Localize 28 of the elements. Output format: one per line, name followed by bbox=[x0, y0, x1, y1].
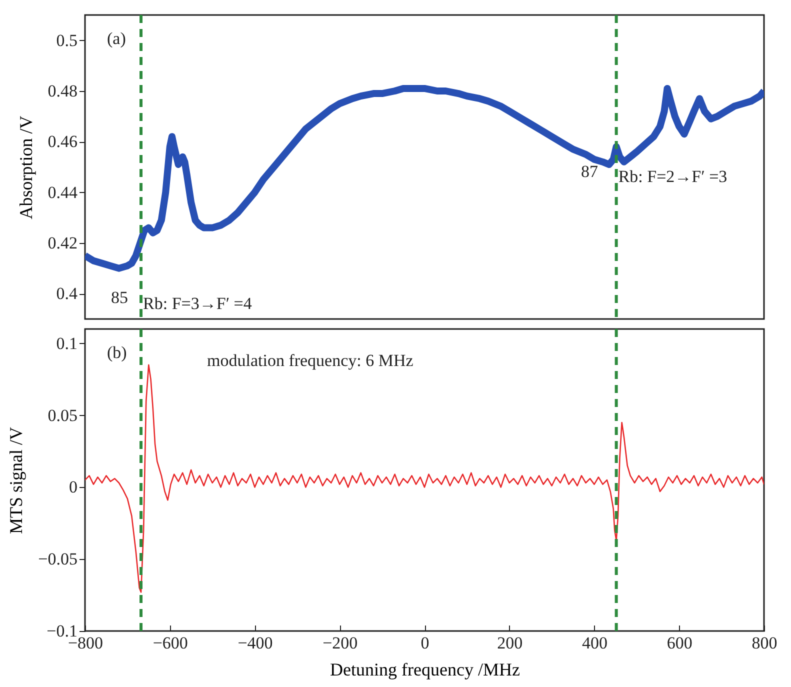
annotation: Rb: F=3→F′ =4 bbox=[143, 294, 252, 313]
x-tick-label: 400 bbox=[582, 634, 608, 652]
annotation: Rb: F=2→F′ =3 bbox=[618, 167, 728, 186]
annotation: 85 bbox=[111, 288, 128, 307]
x-tick-label: 200 bbox=[497, 634, 523, 652]
annotation: (b) bbox=[107, 343, 127, 362]
x-tick-label: 0 bbox=[420, 634, 430, 652]
y-tick-label: 0.4 bbox=[56, 284, 78, 304]
annotation: modulation frequency: 6 MHz bbox=[207, 351, 414, 370]
y-tick-label: 0.1 bbox=[56, 334, 78, 353]
y-axis-title: Absorption /V bbox=[16, 116, 36, 220]
y-tick-label: −0.05 bbox=[38, 550, 78, 569]
y-tick-label: 0.46 bbox=[48, 132, 78, 152]
y-tick-label: 0.48 bbox=[48, 82, 78, 100]
x-tick-label: −200 bbox=[322, 634, 358, 652]
y-tick-label: 0 bbox=[69, 478, 78, 497]
x-tick-label: 800 bbox=[752, 634, 778, 652]
y-tick-label: 0.42 bbox=[48, 234, 78, 252]
x-axis-title: Detuning frequency /MHz bbox=[330, 660, 520, 680]
y-axis-title: MTS signal /V bbox=[6, 426, 26, 534]
annotation: 87 bbox=[581, 162, 598, 181]
y-tick-label: 0.44 bbox=[48, 182, 78, 202]
x-tick-label: 600 bbox=[666, 634, 692, 652]
y-tick-label: 0.05 bbox=[48, 406, 78, 425]
x-tick-label: −600 bbox=[152, 634, 188, 652]
y-tick-label: 0.5 bbox=[56, 30, 78, 50]
x-tick-label: −400 bbox=[238, 634, 273, 652]
annotation: (a) bbox=[107, 29, 126, 48]
